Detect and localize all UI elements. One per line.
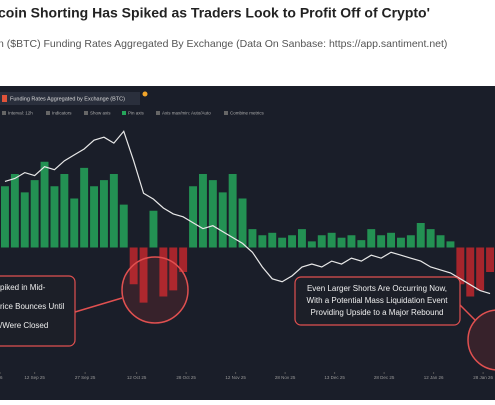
title: coin Shorting Has Spiked as Traders Look… — [0, 5, 430, 21]
funding-bar — [218, 192, 227, 248]
x-tick-label: 27 Sep 25 — [75, 375, 96, 380]
funding-bar — [396, 237, 405, 248]
toolbar-icon — [84, 111, 88, 115]
funding-bar — [278, 237, 287, 248]
funding-bar — [60, 174, 69, 248]
funding-bar — [119, 204, 128, 248]
widget-tab — [0, 92, 140, 105]
x-tick-label: 13 Dec 25 — [324, 375, 345, 380]
annotation-box — [294, 276, 461, 326]
funding-bar — [70, 198, 79, 248]
widget-icon — [2, 95, 7, 102]
funding-bar — [149, 210, 158, 248]
plot: 26 12 Sep 25 27 Sep 25 12 Oct 25 28 Oct 25 12… — [0, 130, 495, 380]
funding-bar — [446, 241, 455, 248]
funding-bar — [357, 240, 366, 248]
funding-bar — [179, 247, 188, 272]
toolbar-item: Axis max/min: Auto/Auto — [162, 111, 211, 116]
x-tick-label: 28 Dec 25 — [374, 375, 395, 380]
funding-bar — [288, 235, 297, 248]
x-tick-label: 28 Jan 26 — [473, 375, 493, 380]
funding-bar — [99, 180, 108, 248]
funding-bar — [109, 174, 118, 248]
funding-bar — [268, 232, 277, 248]
funding-bar — [208, 180, 217, 248]
funding-bar — [317, 235, 326, 248]
toolbar: Interval: 12h Indicators Show axis Pin axis… — [2, 111, 265, 116]
funding-bar — [426, 229, 435, 248]
funding-bar — [139, 247, 148, 303]
funding-bar — [367, 229, 376, 248]
toolbar-icon — [46, 111, 50, 115]
x-tick-label: 12 Jan 26 — [424, 375, 444, 380]
funding-bar — [486, 247, 495, 272]
toolbar-icon — [156, 111, 160, 115]
x-tick-label: 12 Oct 25 — [127, 375, 147, 380]
funding-bar — [50, 186, 59, 248]
annotation-text: /Were Closed — [0, 321, 48, 330]
funding-bar — [258, 235, 267, 248]
funding-bar — [129, 247, 138, 285]
annotation-text: piked in Mid- — [0, 283, 46, 292]
funding-bar — [248, 229, 257, 248]
funding-bar — [416, 223, 425, 248]
funding-bar — [466, 247, 475, 297]
funding-bar — [297, 229, 306, 248]
funding-bar — [327, 232, 336, 248]
x-tick-label: 12 Nov 25 — [225, 375, 246, 380]
x-tick-label: 28 Nov 25 — [275, 375, 296, 380]
x-tick-label: 28 Oct 25 — [176, 375, 196, 380]
funding-bar — [307, 241, 316, 248]
funding-bar — [406, 235, 415, 248]
annotation-text: With a Potential Mass Liquidation Event — [307, 296, 449, 305]
toolbar-item: Interval: 12h — [8, 111, 33, 116]
toolbar-icon — [2, 111, 6, 115]
funding-bar — [476, 247, 485, 291]
funding-bar — [90, 186, 99, 248]
funding-bar — [20, 192, 29, 248]
annotation-text: Providing Upside to a Major Rebound — [311, 308, 444, 317]
funding-bar — [377, 235, 386, 248]
funding-bar — [228, 174, 237, 248]
toolbar-icon — [122, 111, 126, 115]
funding-bar — [198, 174, 207, 248]
funding-bar — [337, 237, 346, 248]
widget-title: Funding Rates Aggregated by Exchange (BT… — [10, 96, 125, 102]
highlight-circle — [467, 309, 495, 371]
funding-bar — [30, 180, 39, 248]
funding-bar — [436, 235, 445, 248]
funding-bar — [10, 174, 19, 248]
toolbar-icon — [224, 111, 228, 115]
badge — [142, 91, 148, 97]
funding-bar — [456, 247, 465, 285]
funding-bar — [80, 167, 89, 248]
highlight-circle — [121, 256, 189, 324]
annotation-box — [0, 275, 76, 347]
x-tick-label: 12 Sep 25 — [24, 375, 45, 380]
funding-bar — [387, 232, 396, 248]
toolbar-item: Show axis — [90, 111, 111, 116]
subtitle: n ($BTC) Funding Rates Aggregated By Exc… — [0, 38, 447, 50]
annotation-text: rice Bounces Until — [0, 302, 65, 311]
funding-bar — [159, 247, 168, 297]
funding-bar — [40, 161, 49, 248]
price-line — [4, 130, 491, 295]
funding-bar — [238, 198, 247, 248]
funding-bar — [347, 235, 356, 248]
funding-bar — [0, 186, 9, 248]
funding-bar — [189, 186, 198, 248]
toolbar-item: Indicators — [52, 111, 72, 116]
toolbar-item: Combine metrics — [230, 111, 265, 116]
x-tick-label: 26 — [0, 375, 3, 380]
annotation-text: Even Larger Shorts Are Occurring Now, — [307, 284, 447, 293]
toolbar-item: Pin axis — [128, 111, 145, 116]
arrow — [74, 297, 123, 313]
arrow — [459, 304, 476, 321]
funding-bar — [169, 247, 178, 291]
